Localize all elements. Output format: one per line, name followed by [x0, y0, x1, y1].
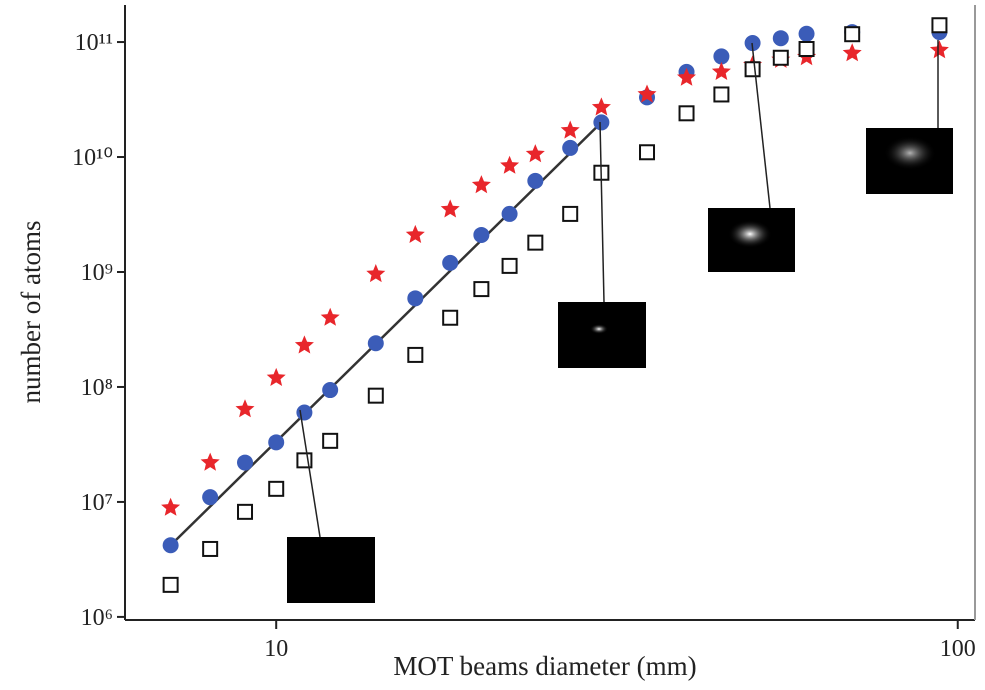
data-point — [844, 26, 861, 43]
callout-line — [599, 121, 605, 303]
data-point — [296, 404, 313, 421]
data-point — [162, 576, 179, 593]
data-point — [527, 234, 544, 251]
data-point — [562, 205, 579, 222]
data-point — [235, 399, 255, 418]
data-point — [711, 61, 731, 80]
data-point — [744, 61, 761, 78]
data-point — [294, 335, 314, 354]
data-point — [202, 489, 219, 506]
data-point — [367, 335, 384, 352]
data-point — [772, 30, 789, 47]
y-tick-label: 10¹¹ — [75, 30, 113, 56]
data-point — [798, 41, 815, 58]
data-point — [525, 144, 545, 163]
callout-line — [751, 42, 771, 209]
data-point — [407, 346, 424, 363]
inset-image — [287, 537, 375, 603]
y-tick-label: 10⁷ — [81, 490, 113, 516]
data-point — [562, 139, 579, 156]
y-tick-label: 10⁸ — [81, 375, 113, 401]
data-point — [322, 382, 339, 399]
x-tick-label: 100 — [940, 636, 976, 662]
data-point — [237, 503, 254, 520]
insets — [287, 40, 953, 603]
data-point — [407, 290, 424, 307]
data-point — [560, 120, 580, 139]
data-point — [473, 281, 490, 298]
data-point — [200, 452, 220, 471]
data-point — [405, 224, 425, 243]
data-point — [266, 367, 286, 386]
data-point — [161, 497, 181, 516]
data-point — [442, 309, 459, 326]
cloud — [884, 136, 936, 170]
data-point — [162, 537, 179, 554]
cloud — [590, 324, 608, 334]
data-point — [639, 144, 656, 161]
data-point — [931, 17, 948, 34]
data-point — [842, 43, 862, 62]
y-axis-title: number of atoms — [16, 221, 46, 404]
data-point — [440, 199, 460, 218]
data-point — [501, 257, 518, 274]
fit-line — [169, 121, 603, 547]
data-point — [442, 254, 459, 271]
data-point — [320, 307, 340, 326]
data-point — [591, 97, 611, 116]
data-point — [473, 226, 490, 243]
data-point — [268, 480, 285, 497]
data-point — [798, 25, 815, 42]
x-axis-title: MOT beams diameter (mm) — [393, 651, 696, 681]
y-tick-label: 10¹⁰ — [72, 145, 113, 171]
inset-image — [558, 302, 646, 368]
data-point — [713, 86, 730, 103]
data-point — [637, 84, 657, 103]
y-tick-label: 10⁶ — [81, 605, 113, 631]
data-point — [678, 105, 695, 122]
data-point — [500, 155, 520, 174]
x-tick-label: 10 — [264, 636, 288, 662]
data-point — [501, 205, 518, 222]
data-point — [367, 387, 384, 404]
data-point — [471, 175, 491, 194]
data-point — [593, 114, 610, 131]
data-point — [772, 49, 789, 66]
data-point — [527, 172, 544, 189]
data-point — [268, 434, 285, 451]
data-point — [237, 454, 254, 471]
y-tick-label: 10⁹ — [81, 260, 113, 286]
data-point — [322, 432, 339, 449]
data-point — [202, 540, 219, 557]
callout-line — [299, 409, 321, 538]
data-point — [677, 67, 696, 86]
data-point — [929, 40, 949, 59]
cloud — [728, 220, 772, 248]
data-point — [366, 264, 386, 283]
data-point — [713, 48, 730, 65]
